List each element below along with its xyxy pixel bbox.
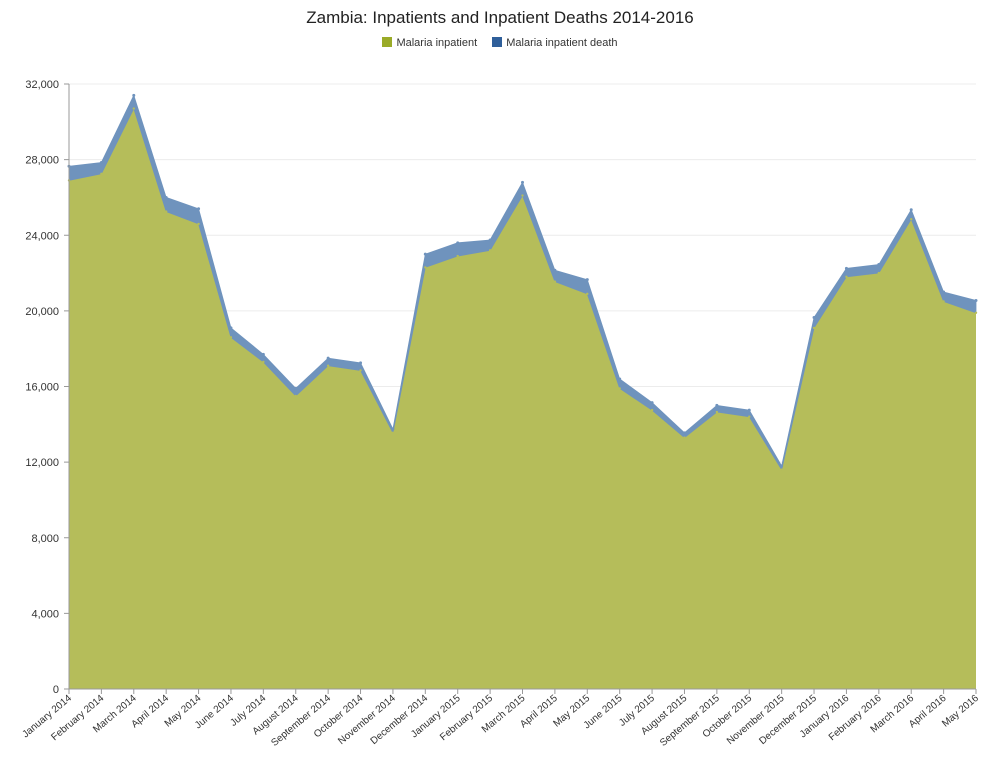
legend-label-death: Malaria inpatient death (506, 37, 618, 49)
x-tick-label: November 2014 (336, 693, 398, 747)
y-tick-label: 0 (53, 684, 59, 696)
chart-title: Zambia: Inpatients and Inpatient Deaths … (306, 8, 694, 27)
legend-swatch-death (492, 37, 503, 47)
data-point-death (391, 427, 395, 431)
data-point-death (456, 241, 460, 245)
data-point-inpatient (132, 107, 135, 110)
y-tick-label: 32,000 (25, 79, 59, 91)
legend-item-inpatient[interactable]: Malaria inpatient (382, 37, 477, 49)
data-point-death (974, 298, 978, 302)
data-point-death (132, 93, 136, 97)
legend: Malaria inpatient Malaria inpatient deat… (0, 37, 1000, 49)
data-point-inpatient (553, 280, 557, 283)
data-point-inpatient (877, 271, 881, 275)
data-point-inpatient (294, 394, 297, 398)
data-point-death (618, 377, 622, 381)
data-point-inpatient (100, 172, 103, 176)
data-point-inpatient (424, 266, 427, 269)
data-point-death (229, 326, 233, 330)
data-point-inpatient (229, 336, 233, 339)
data-point-death (261, 352, 265, 356)
data-point-inpatient (942, 300, 945, 303)
data-point-death (650, 401, 654, 405)
y-tick-label: 12,000 (25, 457, 59, 469)
data-point-death (423, 252, 427, 256)
y-tick-label: 16,000 (25, 382, 59, 394)
x-tick-label: December 2014 (369, 693, 431, 747)
data-point-inpatient (683, 436, 686, 439)
legend-swatch-inpatient (382, 37, 393, 47)
data-point-death (294, 386, 298, 390)
data-point-death (682, 431, 686, 435)
data-point-inpatient (780, 468, 783, 471)
data-point-death (909, 208, 913, 212)
data-point-inpatient (618, 387, 621, 390)
y-tick-label: 24,000 (25, 230, 59, 242)
x-tick-label: May 2016 (940, 693, 981, 730)
data-point-inpatient (910, 217, 913, 221)
area-malaria-inpatient (69, 108, 976, 689)
data-point-death (197, 207, 201, 211)
data-point-death (553, 268, 557, 272)
data-point-inpatient (812, 326, 816, 330)
data-point-inpatient (391, 431, 395, 435)
data-point-inpatient (586, 292, 589, 296)
data-point-death (521, 180, 524, 184)
data-point-death (812, 315, 816, 319)
data-point-inpatient (359, 369, 362, 372)
y-tick-label: 28,000 (25, 155, 59, 167)
x-tick-label: December 2015 (757, 693, 819, 747)
data-point-inpatient (974, 311, 978, 314)
y-tick-label: 8,000 (31, 533, 59, 545)
data-point-death (844, 266, 848, 270)
y-tick-label: 20,000 (25, 306, 59, 318)
data-point-death (780, 464, 784, 468)
data-point-death (715, 403, 719, 407)
data-point-death (488, 238, 492, 242)
data-point-death (359, 361, 363, 365)
legend-item-death[interactable]: Malaria inpatient death (492, 37, 618, 49)
data-point-inpatient (488, 249, 492, 252)
data-point-inpatient (326, 364, 330, 367)
data-point-death (99, 160, 103, 164)
legend-label-inpatient: Malaria inpatient (396, 37, 478, 49)
data-point-death (877, 263, 881, 267)
data-point-death (585, 278, 589, 282)
data-point-inpatient (456, 254, 459, 258)
data-point-inpatient (164, 210, 168, 213)
data-point-death (747, 408, 751, 412)
data-point-inpatient (262, 360, 265, 364)
data-point-inpatient (521, 194, 524, 197)
x-tick-label: November 2015 (725, 693, 787, 747)
data-point-inpatient (748, 415, 751, 418)
data-point-inpatient (650, 408, 654, 412)
data-point-death (326, 356, 330, 360)
y-tick-label: 4,000 (31, 608, 59, 620)
data-point-death (164, 195, 168, 199)
data-point-inpatient (845, 275, 848, 279)
data-point-inpatient (715, 410, 719, 414)
data-point-death (942, 290, 946, 294)
data-point-inpatient (197, 222, 200, 226)
